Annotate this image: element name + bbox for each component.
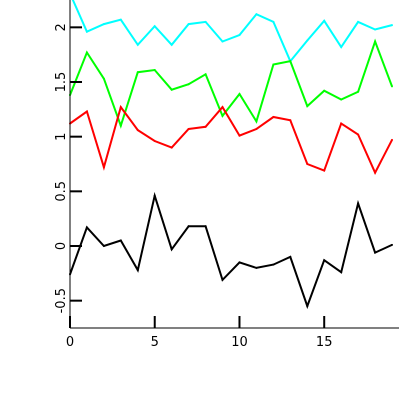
series-4-point <box>153 194 156 197</box>
series-1-point <box>374 28 377 31</box>
series-4-point <box>170 248 173 251</box>
series-4-point <box>238 261 241 264</box>
series-1-point <box>119 18 122 21</box>
series-3-point <box>187 128 190 130</box>
series-line-4 <box>69 191 393 310</box>
series-1-point <box>221 40 224 43</box>
series-2-point <box>255 120 258 123</box>
series-1-point <box>357 20 360 23</box>
series-2-point <box>357 90 360 93</box>
series-2-point <box>306 105 309 108</box>
series-1-point <box>153 25 156 28</box>
series-3-point <box>255 128 258 130</box>
series-2-point <box>272 63 275 66</box>
x-tick-label: 0 <box>66 335 74 350</box>
series-2-point <box>204 73 207 76</box>
series-3-point <box>221 106 224 109</box>
series-4-point <box>272 263 275 266</box>
series-3-point <box>340 122 343 125</box>
series-3-point <box>391 138 393 141</box>
series-2-point <box>323 89 326 92</box>
series-4-point <box>119 239 122 242</box>
x-axis: 0 5 10 15 <box>66 316 399 350</box>
series-4-point <box>306 305 309 308</box>
series-2-point <box>119 124 122 127</box>
series-2-point <box>170 88 173 91</box>
series-3-point <box>170 146 173 149</box>
series-2-point <box>153 69 156 71</box>
series-2-point <box>238 93 241 95</box>
series-4-point <box>374 251 377 254</box>
series-1-point <box>102 23 105 26</box>
series-3-point <box>374 171 377 174</box>
series-3-point <box>289 119 292 122</box>
series-2-point <box>221 114 224 117</box>
series-4-point <box>187 225 190 228</box>
series-3-point <box>153 140 156 142</box>
series-1-point <box>204 20 207 23</box>
series-2-point <box>85 51 88 54</box>
series-3-point <box>85 110 88 113</box>
series-1-point <box>85 30 88 33</box>
series-4-point <box>102 245 105 247</box>
series-4-point <box>85 226 88 229</box>
series-4-point <box>255 266 258 269</box>
series-line-1 <box>71 0 393 64</box>
series-1-point <box>255 13 258 16</box>
series-line-3 <box>69 104 393 176</box>
series-3-point <box>204 125 207 128</box>
y-tick-label: 1 <box>54 133 69 141</box>
series-3-point <box>119 106 122 109</box>
x-tick-label: 10 <box>231 335 248 350</box>
series-2-point <box>289 60 292 63</box>
series-1-point <box>340 46 343 48</box>
series-2-point <box>391 85 393 88</box>
series-3-point <box>102 166 105 169</box>
series-4-point <box>340 271 343 274</box>
plot-series <box>69 0 393 310</box>
series-1-point <box>238 34 241 36</box>
series-2-point <box>374 40 377 43</box>
series-2-point <box>340 98 343 101</box>
series-1-point <box>187 23 190 26</box>
series-3-point <box>238 134 241 137</box>
series-4-point <box>289 255 292 258</box>
series-line-2 <box>69 38 393 129</box>
series-1-point <box>170 43 173 46</box>
x-tick-label: 5 <box>151 335 159 350</box>
series-2-point <box>187 83 190 86</box>
series-1-point <box>391 24 393 27</box>
x-tick-label: 15 <box>316 335 333 350</box>
series-3-point <box>272 116 275 118</box>
series-1-point <box>136 43 139 46</box>
series-2-point <box>136 71 139 74</box>
y-axis: -0.5 0 0.5 1 1.5 2 <box>54 0 82 328</box>
series-1-point <box>272 20 275 23</box>
series-4-point <box>357 202 360 205</box>
series-3-point <box>323 169 326 172</box>
series-3-point <box>357 133 360 136</box>
series-4-point <box>323 259 326 262</box>
series-4-point <box>204 225 207 228</box>
y-tick-label: 2 <box>54 23 69 31</box>
series-2-point <box>102 77 105 80</box>
series-1-point <box>306 39 309 42</box>
series-4-point <box>221 278 224 281</box>
series-1-point <box>323 19 326 22</box>
series-4-point <box>136 269 139 272</box>
series-3-point <box>306 163 309 165</box>
y-tick-label: 1.5 <box>54 72 69 93</box>
y-tick-label: -0.5 <box>54 288 69 313</box>
series-3-point <box>136 129 139 132</box>
y-tick-label: 0 <box>54 242 69 250</box>
y-tick-label: 0.5 <box>54 181 69 202</box>
series-4-point <box>391 243 393 246</box>
